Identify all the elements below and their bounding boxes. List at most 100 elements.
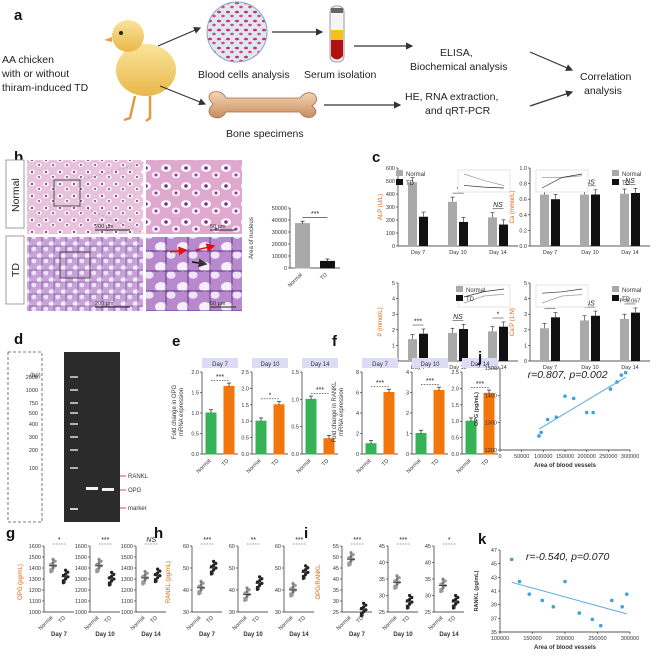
category-label: Normal — [84, 615, 101, 632]
category-label: TD — [321, 458, 330, 467]
y-tick-label: 45 — [379, 544, 385, 550]
y-tick-label: 1 — [406, 432, 409, 438]
sig-label: ** — [251, 537, 257, 544]
y-tick-label: 40 — [425, 561, 431, 567]
data-point — [99, 559, 103, 563]
bar-normal — [448, 201, 457, 246]
data-point — [590, 617, 595, 622]
y-tick-label: 400 — [386, 192, 395, 198]
y-tick-label: 1100 — [29, 599, 41, 605]
sig-label: *** — [216, 374, 224, 381]
data-point — [598, 623, 603, 628]
sig-label: *** — [101, 537, 109, 544]
day-header-box — [302, 358, 338, 368]
x-tick-label: Day 10 — [449, 250, 466, 256]
day-label: Day 10 — [95, 632, 115, 638]
category-label: TD — [402, 615, 411, 624]
category-label: TD — [481, 458, 490, 467]
x-tick-label: Day 10 — [581, 250, 598, 256]
day-label: Day 7 — [199, 632, 216, 638]
y-tick-label: 4 — [524, 297, 527, 303]
day-label: Day 7 — [51, 632, 68, 638]
ladder-label: 200 — [29, 448, 38, 454]
y-tick-label: 0 — [524, 359, 527, 365]
x-tick-label: 250000 — [599, 454, 617, 460]
y-tick-label: 2.0 — [191, 370, 199, 376]
day-label: Day 14 — [141, 632, 161, 638]
y-axis-label: Ca (mmol/L) — [510, 190, 516, 223]
category-label: Normal — [38, 615, 55, 632]
legend-swatch — [612, 179, 619, 185]
micrograph-normal-low — [27, 160, 143, 234]
sig-label: *** — [426, 378, 434, 385]
category-label: TD — [431, 458, 440, 467]
biochem-charts: 0 100 200 300 400 500 600 ALP (U/L) Day 7 Day 10 *… — [378, 166, 650, 371]
data-point — [112, 572, 116, 576]
y-tick-label: 0.0 — [191, 452, 199, 458]
legend-swatch — [612, 295, 619, 301]
y-tick-label: 41 — [491, 589, 497, 595]
panel-d: d (bp) 2000 1000 750 500 400 300 200 100 RANKL OP… — [7, 331, 149, 523]
y-tick-label: 30 — [425, 594, 431, 600]
sig-label: * — [269, 392, 272, 399]
data-point — [359, 614, 363, 618]
y-tick-label: 1400 — [485, 393, 497, 399]
day-header: Day 7 — [372, 362, 388, 368]
bar-td — [419, 216, 428, 246]
y-tick-label: 35 — [425, 577, 431, 583]
bar-normal — [488, 331, 497, 361]
y-tick-label: 0.5 — [451, 436, 459, 442]
y-tick-label: 60 — [229, 544, 235, 550]
data-point — [255, 587, 259, 591]
x-tick-label: 100000 — [534, 454, 552, 460]
y-tick-label: 40 — [183, 588, 189, 594]
data-point — [95, 570, 99, 574]
y-tick-label: 0.4 — [519, 213, 527, 219]
y-tick-label: 50 — [229, 566, 235, 572]
day-header-box — [252, 358, 288, 368]
scale-50-td: 50 µm — [210, 301, 226, 307]
bar-normal — [408, 339, 417, 361]
elisa-line-2: Biochemical analysis — [410, 61, 507, 73]
sig-label: *** — [399, 537, 407, 544]
category-label: Normal — [456, 458, 473, 475]
y-tick-label: 1100 — [75, 599, 87, 605]
data-point — [571, 396, 576, 401]
bar — [365, 443, 377, 455]
y-tick-label: 40 — [275, 588, 281, 594]
sig-label: *** — [295, 537, 303, 544]
sig-label: NS — [585, 179, 595, 186]
y-axis-label: OPG (pg/mL) — [474, 392, 480, 426]
day-header-box — [462, 358, 498, 368]
data-point — [509, 557, 514, 562]
category-label: TD — [58, 615, 67, 624]
bar — [273, 404, 285, 455]
y-axis-label: Fold change in RANKL — [332, 381, 338, 443]
data-point — [53, 559, 57, 563]
chick-icon — [104, 20, 176, 122]
category-label: TD — [381, 458, 390, 467]
y-tick-label: 2 — [356, 432, 359, 438]
y-tick-label: 3 — [524, 312, 527, 318]
bar — [255, 420, 267, 455]
y-axis-label: mRNA expression — [339, 388, 345, 436]
y-tick-label: 30 — [229, 610, 235, 616]
y-tick-label: 600 — [386, 166, 395, 172]
data-point — [197, 592, 201, 596]
serum-tube-icon — [329, 5, 345, 63]
panel-b: b Normal TD 200 µm 50 µm 200 µm 50 µm 0 1… — [5, 149, 340, 311]
y-tick-label: 40000 — [272, 218, 287, 224]
category-label: Normal — [232, 615, 249, 632]
y-tick-label: 1500 — [75, 555, 87, 561]
he-line-2: and qRT-PCR — [425, 105, 491, 117]
data-point — [145, 571, 149, 575]
y-axis-label: mRNA expression — [179, 388, 185, 436]
legend-swatch — [612, 170, 619, 176]
y-tick-label: 1300 — [485, 421, 497, 427]
x-tick-label: 100000 — [491, 636, 509, 642]
micrograph-td-high — [146, 237, 242, 311]
band-marker — [70, 508, 78, 510]
data-point — [201, 581, 205, 585]
y-tick-label: 2 — [392, 328, 395, 334]
